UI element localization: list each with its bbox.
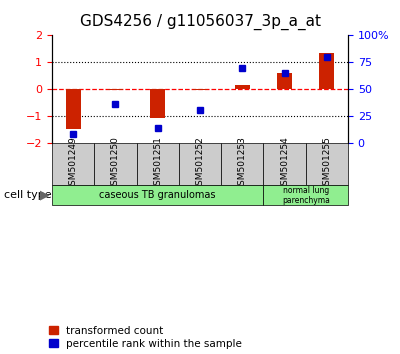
Text: caseous TB granulomas: caseous TB granulomas <box>100 190 216 200</box>
Text: GDS4256 / g11056037_3p_a_at: GDS4256 / g11056037_3p_a_at <box>80 14 320 30</box>
Bar <box>193 89 208 90</box>
Text: cell type: cell type <box>4 190 52 200</box>
Bar <box>264 185 348 205</box>
Text: GSM501250: GSM501250 <box>111 137 120 192</box>
Text: GSM501255: GSM501255 <box>322 137 331 192</box>
Text: normal lung
parenchyma: normal lung parenchyma <box>282 185 330 205</box>
Bar <box>66 89 80 129</box>
Bar <box>221 143 264 185</box>
Bar <box>235 85 250 89</box>
Text: GSM501252: GSM501252 <box>196 137 204 192</box>
Bar <box>52 143 94 185</box>
Bar <box>320 53 334 89</box>
Text: GSM501249: GSM501249 <box>69 137 78 192</box>
Bar <box>150 89 165 119</box>
Text: GSM501251: GSM501251 <box>153 137 162 192</box>
Bar <box>108 89 123 90</box>
Text: GSM501254: GSM501254 <box>280 137 289 192</box>
Bar <box>277 73 292 89</box>
Bar <box>179 143 221 185</box>
Legend: transformed count, percentile rank within the sample: transformed count, percentile rank withi… <box>49 326 242 349</box>
Text: GSM501253: GSM501253 <box>238 137 247 192</box>
Bar <box>94 143 136 185</box>
Text: ▶: ▶ <box>40 189 50 202</box>
Bar <box>52 185 264 205</box>
Bar <box>264 143 306 185</box>
Bar <box>136 143 179 185</box>
Bar <box>306 143 348 185</box>
